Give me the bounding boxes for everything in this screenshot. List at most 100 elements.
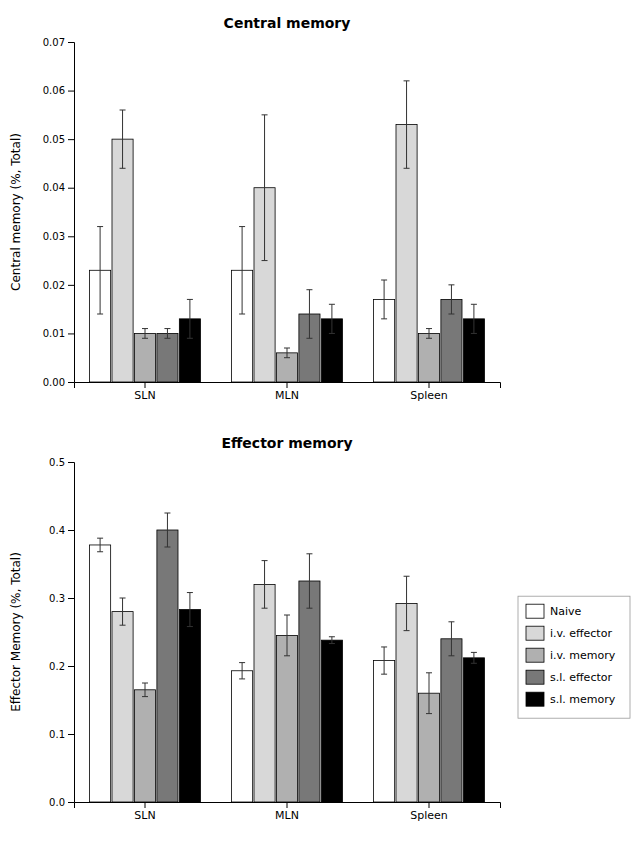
error-bar-cap — [97, 551, 103, 552]
y-tick-label: 0.0 — [49, 797, 65, 808]
tick-mark — [68, 285, 74, 286]
error-bar — [426, 329, 432, 339]
y-tick-label: 0.01 — [43, 328, 65, 339]
error-bar-cap — [448, 314, 454, 315]
error-bar-cap — [120, 168, 126, 169]
error-bar-cap — [262, 608, 268, 609]
chart-title: Central memory — [224, 15, 351, 31]
x-tick-label: Spleen — [410, 809, 448, 822]
error-bar — [471, 652, 477, 663]
tick-mark — [429, 802, 430, 808]
error-bar-cap — [329, 333, 335, 334]
legend-swatch — [526, 692, 544, 706]
y-tick-label: 0.5 — [49, 457, 65, 468]
error-bar-cap — [404, 168, 410, 169]
error-bar-stem — [473, 304, 474, 333]
y-axis: 0.000.010.020.030.040.050.060.07 — [43, 37, 75, 388]
error-bar — [187, 299, 193, 338]
error-bar — [239, 663, 245, 679]
error-bar-stem — [189, 299, 190, 338]
error-bar-cap — [426, 672, 432, 673]
error-bar-cap — [164, 547, 170, 548]
y-tick-label: 0.07 — [43, 37, 65, 48]
error-bar — [284, 615, 290, 656]
y-tick: 0.06 — [43, 85, 74, 96]
tick-mark — [68, 236, 74, 237]
error-bar-stem — [406, 81, 407, 168]
bar — [157, 530, 178, 802]
legend-item: Naive — [526, 604, 582, 618]
bar — [396, 603, 417, 802]
y-tick: 0.00 — [43, 377, 74, 388]
error-bar-stem — [309, 554, 310, 608]
chart-root: 0.000.010.020.030.040.050.060.07SLNMLNSp… — [0, 0, 640, 859]
bar — [441, 639, 462, 802]
axis-line — [68, 463, 75, 803]
bar-series — [157, 285, 462, 382]
error-bar-cap — [187, 626, 193, 627]
error-bar-cap — [97, 314, 103, 315]
error-bar-cap — [448, 284, 454, 285]
error-bar-stem — [309, 290, 310, 339]
error-bar-stem — [242, 663, 243, 679]
error-bar-stem — [384, 280, 385, 319]
x-tick-label: MLN — [275, 389, 299, 402]
error-bar — [262, 115, 268, 261]
tick-mark — [145, 802, 146, 808]
bar-series — [179, 299, 484, 382]
error-bar-cap — [471, 333, 477, 334]
legend-swatch — [526, 626, 544, 640]
error-bar-cap — [262, 114, 268, 115]
y-tick: 0.2 — [49, 661, 74, 672]
error-bar-cap — [262, 560, 268, 561]
error-bar-cap — [381, 318, 387, 319]
bar — [232, 671, 253, 802]
bar — [112, 612, 133, 802]
error-bar-cap — [239, 314, 245, 315]
error-bar-cap — [120, 625, 126, 626]
error-bar — [97, 227, 103, 314]
error-bar — [262, 561, 268, 609]
tick-mark — [68, 91, 74, 92]
error-bar-cap — [284, 357, 290, 358]
error-bar — [448, 622, 454, 656]
error-bar — [284, 348, 290, 358]
error-bar-cap — [142, 328, 148, 329]
error-bar — [329, 637, 335, 644]
x-tick: MLN — [275, 802, 299, 822]
error-bar-cap — [329, 643, 335, 644]
y-tick-label: 0.4 — [49, 525, 65, 536]
bar — [374, 661, 395, 802]
error-bar-cap — [187, 299, 193, 300]
bar-series — [90, 227, 395, 382]
error-bar — [426, 673, 432, 714]
legend-swatch — [526, 604, 544, 618]
legend-label: s.l. memory — [550, 693, 616, 706]
error-bar-cap — [120, 110, 126, 111]
axis-line — [75, 383, 501, 389]
bar-series — [90, 538, 395, 802]
tick-mark — [287, 802, 288, 808]
tick-mark — [68, 666, 74, 667]
error-bar-stem — [167, 329, 168, 339]
error-bar-cap — [284, 655, 290, 656]
x-tick-label: Spleen — [410, 389, 448, 402]
error-bar-cap — [404, 80, 410, 81]
error-bar-stem — [429, 329, 430, 339]
bar — [157, 333, 178, 382]
legend: Naivei.v. effectori.v. memorys.l. effect… — [518, 596, 630, 718]
tick-mark — [68, 139, 74, 140]
error-bar-stem — [287, 348, 288, 358]
error-bar — [381, 280, 387, 319]
error-bar — [142, 329, 148, 339]
error-bar — [404, 81, 410, 168]
bar — [276, 353, 297, 382]
error-bar-cap — [404, 630, 410, 631]
y-tick-label: 0.1 — [49, 729, 65, 740]
error-bar-stem — [242, 227, 243, 314]
error-bar-cap — [448, 655, 454, 656]
legend-label: i.v. effector — [550, 627, 612, 640]
error-bar-stem — [100, 538, 101, 552]
error-bar-cap — [239, 662, 245, 663]
error-bar-cap — [97, 538, 103, 539]
